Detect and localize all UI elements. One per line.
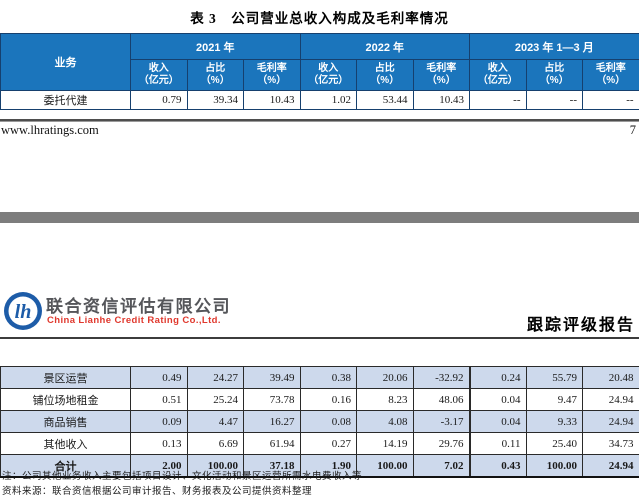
column-group-2022: 2022 年 [299,33,470,60]
subheader-income: 收入 （亿元） [469,59,527,91]
table-row-subheaders: 收入 （亿元） 占比 （%） 毛利率 （%） 收入 （亿元） 占比 （%） 毛利率 （%） … [1,59,639,91]
cell-value: 48.06 [412,388,470,411]
cell-value: 4.47 [186,410,244,433]
subheader-margin: 毛利率 （%） [412,59,470,91]
table-note: 注：公司其他业务收入主要包括项目设计、文化活动和景区运营所需水电费收入等 [2,472,363,482]
cell-value: 0.11 [468,432,527,455]
cell-value: 39.34 [186,90,244,110]
cell-value: 25.40 [525,432,583,455]
cell-value: 55.79 [525,366,583,389]
cell-value: 25.24 [186,388,244,411]
cell-value: 61.94 [243,432,301,455]
cell-value: 0.49 [130,366,188,389]
cell-value: -- [582,90,639,110]
table-row-year-groups: 业务 2021 年 2022 年 2023 年 1—3 月 [0,33,639,91]
cell-value: 0.09 [130,410,188,433]
subheader-share: 占比 （%） [356,59,414,91]
lianhe-logo-icon: lh [4,292,42,330]
row-label: 合计 [0,454,131,478]
cell-value: 0.04 [468,388,527,411]
revenue-table-header-part: 业务 2021 年 2022 年 2023 年 1—3 月 收入 （亿元） 占比（… [0,33,639,110]
cell-value: 24.94 [582,388,639,411]
cell-value: 0.38 [299,366,357,389]
cell-value: 20.48 [582,366,639,389]
page-number: 7 [629,123,636,137]
row-label: 委托代建 [0,90,131,110]
column-group-2021: 2021 年 [130,33,301,60]
cell-value: 100.00 [186,454,244,478]
column-group-2023: 2023 年 1—3 月 [469,33,639,60]
cell-value: 9.47 [525,388,583,411]
cell-value: 0.08 [299,410,357,433]
row-label: 景区运营 [0,366,131,389]
page-separator [0,212,639,223]
table-row: 委托代建 0.79 39.34 10.43 1.02 53.44 10.43 -… [0,90,639,110]
cell-value: 0.16 [299,388,357,411]
subheader-margin: 毛利率 （%） [243,59,301,91]
cell-value: 8.23 [356,388,414,411]
cell-value: 2.00 [130,454,188,478]
row-label: 铺位场地租金 [0,388,131,411]
subheader-share: 占比 （%） [525,59,583,91]
subheader-income: 收入 （亿元） [299,59,357,91]
cell-value: -32.92 [412,366,470,389]
table-row: 商品销售 0.09 4.47 16.27 0.08 4.08 -3.17 0.0… [0,410,639,433]
cell-value: 100.00 [525,454,583,478]
cell-value: 0.43 [468,454,527,478]
cell-value: 6.69 [186,432,244,455]
cell-value: 10.43 [412,90,470,110]
cell-value: 0.27 [299,432,357,455]
cell-value: 37.18 [243,454,301,478]
subheader-margin: 毛利率 （%） [582,59,639,91]
cell-value: 29.76 [412,432,470,455]
cell-value: 0.79 [130,90,188,110]
cell-value: 100.00 [356,454,414,478]
subheader-income: 收入 （亿元） [130,59,188,91]
subheader-share: 占比 （%） [186,59,244,91]
cell-value: 24.94 [582,410,639,433]
column-header-business: 业务 [0,33,131,91]
table-row-total: 合计 2.00 100.00 37.18 1.90 100.00 7.02 0.… [0,454,639,478]
table-source-note: 资料来源：联合资信根据公司审计报告、财务报表及公司提供资料整理 [2,487,313,497]
cell-value: 39.49 [243,366,301,389]
cell-value: 10.43 [243,90,301,110]
cell-value: 16.27 [243,410,301,433]
table-row: 景区运营 0.49 24.27 39.49 0.38 20.06 -32.92 … [0,366,639,389]
table-title: 表 3 公司营业总收入构成及毛利率情况 [190,11,449,26]
footer-website-link[interactable]: www.lhratings.com [1,123,99,137]
cell-value: 7.02 [412,454,470,478]
header-divider [0,337,639,339]
cell-value: 0.04 [468,410,527,433]
company-name-cn: 联合资信评估有限公司 [46,297,231,316]
cell-value: 0.24 [468,366,527,389]
footer-divider [0,119,639,122]
cell-value: 24.94 [582,454,639,478]
cell-value: -- [525,90,583,110]
cell-value: 24.27 [186,366,244,389]
row-label: 其他收入 [0,432,131,455]
cell-value: -3.17 [412,410,470,433]
cell-value: 20.06 [356,366,414,389]
report-type-label: 跟踪评级报告 [526,317,635,334]
cell-value: 73.78 [243,388,301,411]
cell-value: 1.02 [299,90,357,110]
svg-text:lh: lh [15,301,32,323]
cell-value: 14.19 [356,432,414,455]
cell-value: 4.08 [356,410,414,433]
table-row: 其他收入 0.13 6.69 61.94 0.27 14.19 29.76 0.… [0,432,639,455]
cell-value: 34.73 [582,432,639,455]
cell-value: 0.51 [130,388,188,411]
row-label: 商品销售 [0,410,131,433]
cell-value: -- [469,90,527,110]
cell-value: 9.33 [525,410,583,433]
revenue-table-continuation: 景区运营 0.49 24.27 39.49 0.38 20.06 -32.92 … [0,366,639,478]
cell-value: 53.44 [356,90,414,110]
table-row: 铺位场地租金 0.51 25.24 73.78 0.16 8.23 48.06 … [0,388,639,411]
company-name-en: China Lianhe Credit Rating Co.,Ltd. [47,315,221,326]
cell-value: 0.13 [130,432,188,455]
